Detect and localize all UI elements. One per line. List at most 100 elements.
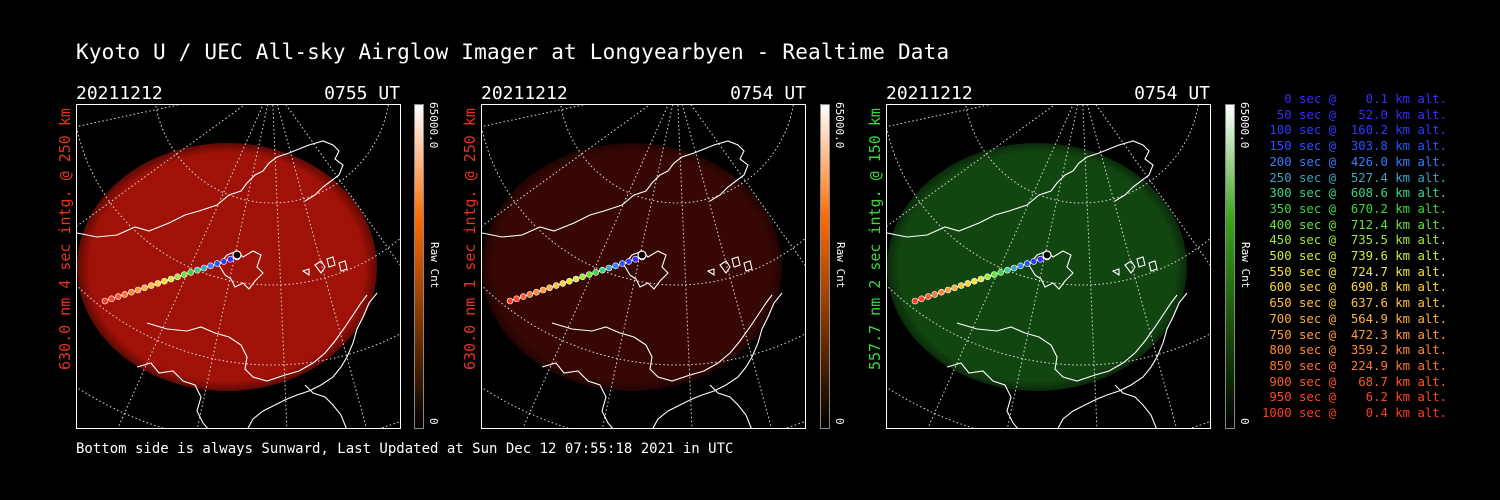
longitude-line <box>1082 105 1098 428</box>
trajectory-point <box>984 273 991 281</box>
station-marker <box>637 250 647 260</box>
coastline <box>247 292 378 428</box>
longitude-line <box>927 105 1074 428</box>
island-outline <box>326 256 336 268</box>
trajectory-point <box>625 258 633 265</box>
legend-row: 200 sec @ 426.0 km alt. <box>1262 154 1448 169</box>
trajectory-point <box>519 293 527 300</box>
coastline <box>887 140 1154 238</box>
island-outline <box>314 260 326 274</box>
longitude-line <box>887 105 1056 227</box>
longitude-line <box>1095 105 1210 266</box>
panel-3-colorbar-max: 65000.0 <box>1238 102 1251 149</box>
longitude-line <box>522 105 669 428</box>
panel-3-ylabel: 557.7 nm 2 sec intg. @ 150 km <box>866 108 884 370</box>
page-title: Kyoto U / UEC All-sky Airglow Imager at … <box>76 40 950 64</box>
trajectory-point <box>154 280 162 287</box>
trajectory-point <box>227 255 234 263</box>
panel-2-colorbar <box>820 104 830 429</box>
legend-row: 0 sec @ 0.1 km alt. <box>1262 92 1448 106</box>
airglow-disk <box>77 143 377 391</box>
longitude-line <box>887 105 991 128</box>
trajectory-point <box>971 277 978 285</box>
island-outline <box>1148 260 1158 272</box>
trajectory-point <box>1030 258 1038 265</box>
trajectory-point <box>977 275 985 283</box>
trajectory-point <box>533 288 540 296</box>
legend-row: 650 sec @ 637.6 km alt. <box>1262 296 1448 311</box>
station-marker <box>1042 250 1052 260</box>
trajectory-point <box>618 260 626 267</box>
trajectory-point <box>220 258 228 265</box>
trajectory-point <box>552 282 560 289</box>
legend-row: 450 sec @ 735.5 km alt. <box>1262 233 1448 248</box>
island-outline <box>719 260 731 274</box>
trajectory-point <box>539 286 547 294</box>
panel-2-colorbar-min: 0 <box>833 418 846 425</box>
panel-1-colorbar-max: 65000.0 <box>427 102 440 149</box>
legend-row: 1000 sec @ 0.4 km alt. <box>1262 406 1448 421</box>
trajectory-point <box>194 266 201 274</box>
trajectory-point <box>592 269 600 276</box>
trajectory-point <box>180 271 188 278</box>
coastline <box>77 140 344 238</box>
trajectory-point <box>997 269 1005 276</box>
trajectory-point <box>559 280 567 287</box>
longitude-line <box>77 105 246 227</box>
trajectory-point <box>207 262 214 270</box>
panel-3-colorbar <box>1225 104 1235 429</box>
trajectory-point <box>911 297 919 305</box>
legend-row: 750 sec @ 472.3 km alt. <box>1262 327 1448 342</box>
panel-2-time: 0754 UT <box>730 83 806 104</box>
trajectory-point <box>938 288 945 296</box>
island-outline <box>301 268 310 277</box>
panel-2-image <box>481 104 806 429</box>
trajectory-point <box>167 275 175 283</box>
trajectory-point <box>101 297 109 305</box>
coastline <box>956 294 1178 382</box>
latitude-circle <box>560 105 794 204</box>
legend-row: 950 sec @ 6.2 km alt. <box>1262 390 1448 405</box>
trajectory-point <box>951 284 958 292</box>
trajectory-point <box>128 288 135 296</box>
legend-row: 250 sec @ 527.4 km alt. <box>1262 170 1448 185</box>
longitude-line <box>482 105 586 128</box>
island-outline <box>1111 268 1120 277</box>
island-outline <box>743 260 753 272</box>
trajectory-point <box>108 295 115 303</box>
trajectory-point <box>114 293 122 300</box>
coastline <box>946 362 1019 428</box>
trajectory-point <box>213 260 221 267</box>
legend-row: 300 sec @ 608.6 km alt. <box>1262 186 1448 201</box>
trajectory-point <box>931 291 939 298</box>
longitude-line <box>285 105 400 266</box>
legend-row: 600 sec @ 690.8 km alt. <box>1262 280 1448 295</box>
longitude-line <box>272 105 288 428</box>
trajectory-point <box>161 277 168 285</box>
trajectory-point <box>187 269 195 276</box>
trajectory-point <box>174 273 181 281</box>
trajectory-point <box>572 275 580 283</box>
trajectory-point <box>566 277 573 285</box>
footer-note: Bottom side is always Sunward, Last Upda… <box>76 441 734 457</box>
coastline <box>482 140 749 238</box>
legend-row: 50 sec @ 52.0 km alt. <box>1262 107 1448 122</box>
legend-row: 400 sec @ 712.4 km alt. <box>1262 217 1448 232</box>
trajectory-point <box>612 262 619 270</box>
trajectory-point <box>200 264 208 272</box>
trajectory-point <box>506 297 514 305</box>
panel-3-time: 0754 UT <box>1134 83 1210 104</box>
trajectory-point <box>147 282 155 289</box>
legend-row: 700 sec @ 564.9 km alt. <box>1262 311 1448 326</box>
legend-row: 350 sec @ 670.2 km alt. <box>1262 201 1448 216</box>
island-outline <box>1124 260 1136 274</box>
trajectory-point <box>944 286 952 294</box>
panel-2-colorbar-max: 65000.0 <box>833 102 846 149</box>
legend-row: 100 sec @ 160.2 km alt. <box>1262 123 1448 138</box>
airglow-disk <box>887 143 1187 391</box>
trajectory-point <box>141 284 148 292</box>
legend-row: 900 sec @ 68.7 km alt. <box>1262 374 1448 389</box>
panel-2-date: 20211212 <box>481 83 568 104</box>
panel-3-image <box>886 104 1211 429</box>
longitude-line <box>677 105 693 428</box>
